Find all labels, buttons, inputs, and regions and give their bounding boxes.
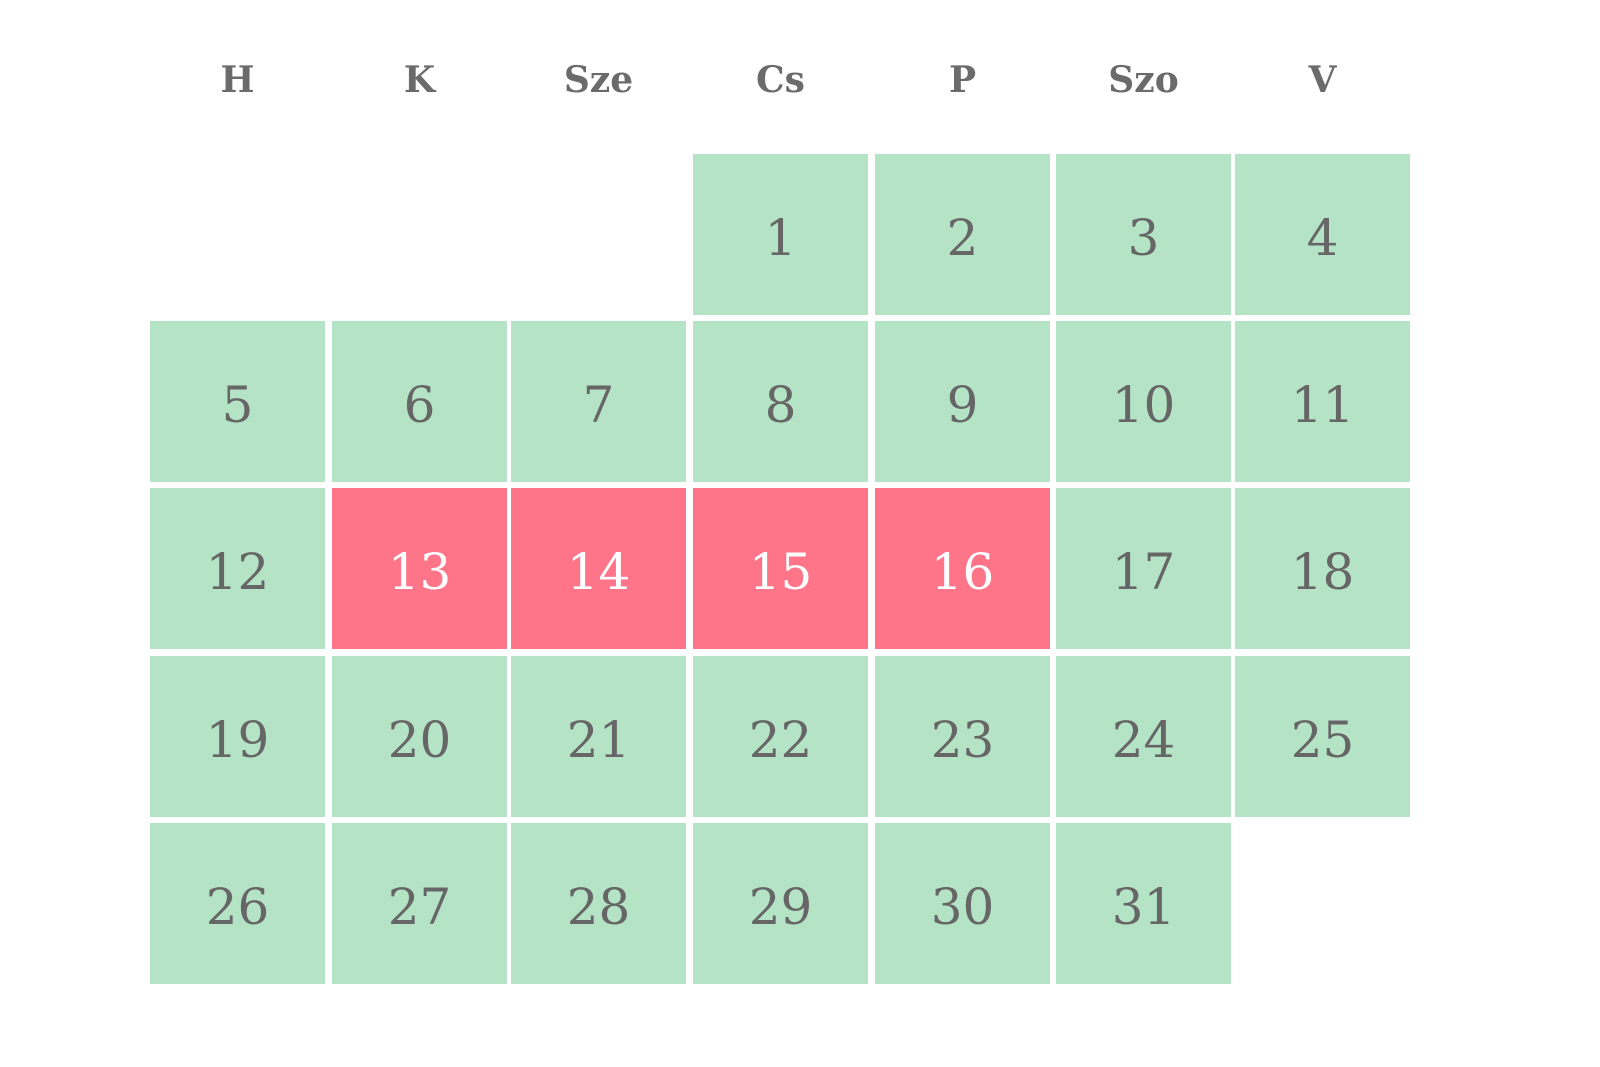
day-cell-15[interactable]: 15 xyxy=(693,488,868,649)
day-number: 29 xyxy=(748,878,813,936)
day-cell-14[interactable]: 14 xyxy=(511,488,686,649)
day-number: 28 xyxy=(566,878,631,936)
day-cell-27[interactable]: 27 xyxy=(332,823,507,984)
day-number: 12 xyxy=(205,543,270,601)
day-number: 23 xyxy=(930,711,995,769)
weekday-header-3: Cs xyxy=(756,59,805,101)
weekday-header-6: V xyxy=(1308,59,1337,101)
day-number: 19 xyxy=(205,711,270,769)
day-number: 5 xyxy=(221,376,254,434)
day-number: 10 xyxy=(1111,376,1176,434)
day-number: 20 xyxy=(387,711,452,769)
day-number: 27 xyxy=(387,878,452,936)
weekday-header-1: K xyxy=(403,59,436,101)
day-cell-31[interactable]: 31 xyxy=(1056,823,1231,984)
weekday-header-0: H xyxy=(220,59,255,101)
day-cell-8[interactable]: 8 xyxy=(693,321,868,482)
day-number: 13 xyxy=(387,543,452,601)
day-cell-19[interactable]: 19 xyxy=(150,656,325,817)
day-number: 26 xyxy=(205,878,270,936)
day-cell-29[interactable]: 29 xyxy=(693,823,868,984)
day-number: 14 xyxy=(566,543,631,601)
day-cell-25[interactable]: 25 xyxy=(1235,656,1410,817)
day-number: 9 xyxy=(946,376,979,434)
day-cell-12[interactable]: 12 xyxy=(150,488,325,649)
day-number: 8 xyxy=(764,376,797,434)
day-cell-28[interactable]: 28 xyxy=(511,823,686,984)
day-cell-21[interactable]: 21 xyxy=(511,656,686,817)
day-cell-7[interactable]: 7 xyxy=(511,321,686,482)
day-number: 30 xyxy=(930,878,995,936)
day-cell-17[interactable]: 17 xyxy=(1056,488,1231,649)
day-cell-6[interactable]: 6 xyxy=(332,321,507,482)
day-cell-9[interactable]: 9 xyxy=(875,321,1050,482)
day-number: 6 xyxy=(403,376,436,434)
day-number: 16 xyxy=(930,543,995,601)
day-cell-5[interactable]: 5 xyxy=(150,321,325,482)
day-cell-13[interactable]: 13 xyxy=(332,488,507,649)
day-cell-11[interactable]: 11 xyxy=(1235,321,1410,482)
day-number: 7 xyxy=(582,376,615,434)
day-cell-26[interactable]: 26 xyxy=(150,823,325,984)
day-number: 31 xyxy=(1111,878,1176,936)
day-cell-16[interactable]: 16 xyxy=(875,488,1050,649)
day-number: 17 xyxy=(1111,543,1176,601)
day-number: 22 xyxy=(748,711,813,769)
weekday-header-5: Szo xyxy=(1108,59,1179,101)
weekday-header-2: Sze xyxy=(563,59,634,101)
day-cell-30[interactable]: 30 xyxy=(875,823,1050,984)
day-cell-22[interactable]: 22 xyxy=(693,656,868,817)
day-number: 2 xyxy=(946,209,979,267)
day-number: 24 xyxy=(1111,711,1176,769)
day-cell-10[interactable]: 10 xyxy=(1056,321,1231,482)
weekday-header-4: P xyxy=(948,59,977,101)
day-number: 21 xyxy=(566,711,631,769)
day-cell-18[interactable]: 18 xyxy=(1235,488,1410,649)
day-number: 11 xyxy=(1290,376,1355,434)
day-cell-24[interactable]: 24 xyxy=(1056,656,1231,817)
day-number: 1 xyxy=(764,209,797,267)
day-number: 3 xyxy=(1127,209,1160,267)
day-cell-3[interactable]: 3 xyxy=(1056,154,1231,315)
day-cell-20[interactable]: 20 xyxy=(332,656,507,817)
day-cell-4[interactable]: 4 xyxy=(1235,154,1410,315)
day-number: 25 xyxy=(1290,711,1355,769)
day-number: 18 xyxy=(1290,543,1355,601)
day-number: 15 xyxy=(748,543,813,601)
day-cell-23[interactable]: 23 xyxy=(875,656,1050,817)
day-cell-2[interactable]: 2 xyxy=(875,154,1050,315)
day-number: 4 xyxy=(1306,209,1339,267)
day-cell-1[interactable]: 1 xyxy=(693,154,868,315)
